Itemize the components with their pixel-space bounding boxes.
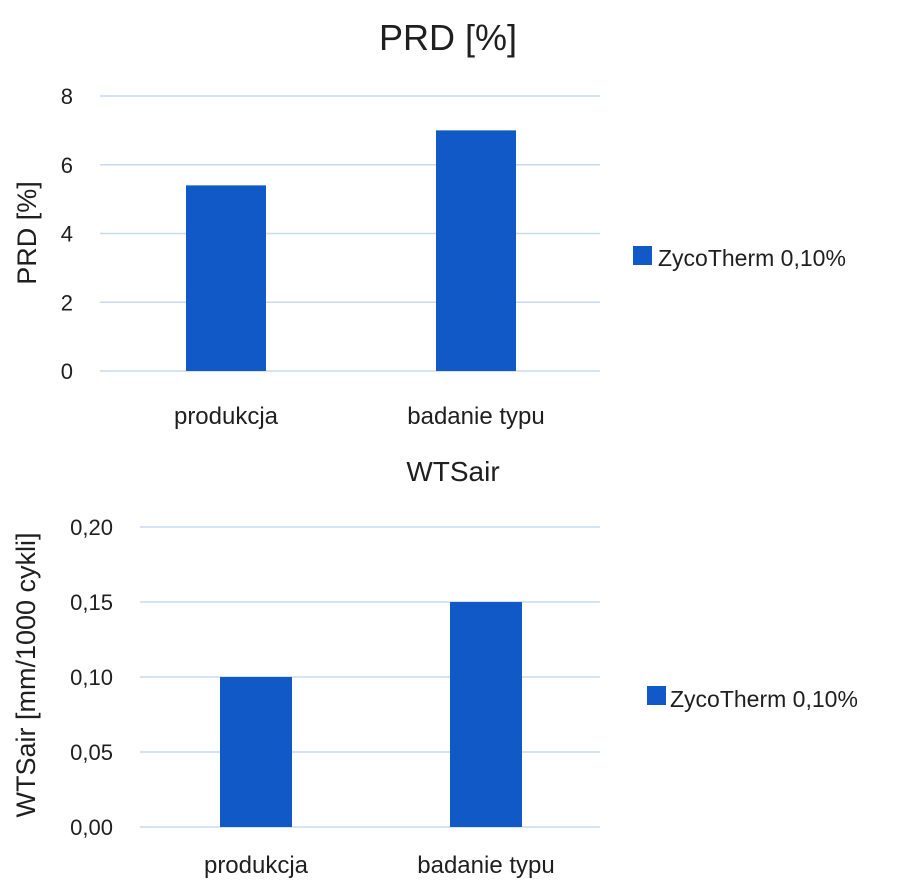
chart-1-y-tick-label: 6: [61, 153, 73, 178]
chart-2-y-tick-label: 0,05: [70, 740, 113, 765]
chart-1-category-label: badanie typu: [407, 403, 544, 430]
chart-1-legend-label: ZycoTherm 0,10%: [658, 245, 846, 271]
chart-2-y-axis-label: WTSair [mm/1000 cykli]: [11, 532, 41, 817]
chart-2-y-tick-label: 0,20: [70, 515, 113, 540]
chart-2-bar-2: [450, 602, 522, 827]
chart-2-y-tick-label: 0,10: [70, 665, 113, 690]
chart-2-category-label: badanie typu: [417, 852, 554, 879]
chart-1-category-label: produkcja: [174, 403, 279, 430]
chart-1-bar-2: [436, 130, 516, 371]
chart-2-legend-swatch: [647, 686, 666, 705]
chart-2-bar-1: [220, 677, 292, 827]
chart-1-y-tick-label: 8: [61, 84, 73, 109]
chart-1-bar-1: [186, 185, 266, 371]
chart-2-category-label: produkcja: [204, 852, 309, 879]
chart-2-y-tick-label: 0,00: [70, 815, 113, 840]
chart-1-y-tick-label: 4: [61, 222, 73, 247]
chart-1-y-axis-label: PRD [%]: [12, 181, 42, 285]
chart-2-title: WTSair: [406, 456, 499, 487]
chart-1-y-tick-label: 2: [61, 290, 73, 315]
chart-1-y-tick-label: 0: [61, 359, 73, 384]
chart-2-legend-label: ZycoTherm 0,10%: [670, 686, 858, 712]
chart-1-title: PRD [%]: [379, 17, 517, 58]
chart-1-legend-swatch: [633, 246, 652, 265]
chart-2-y-tick-label: 0,15: [70, 590, 113, 615]
